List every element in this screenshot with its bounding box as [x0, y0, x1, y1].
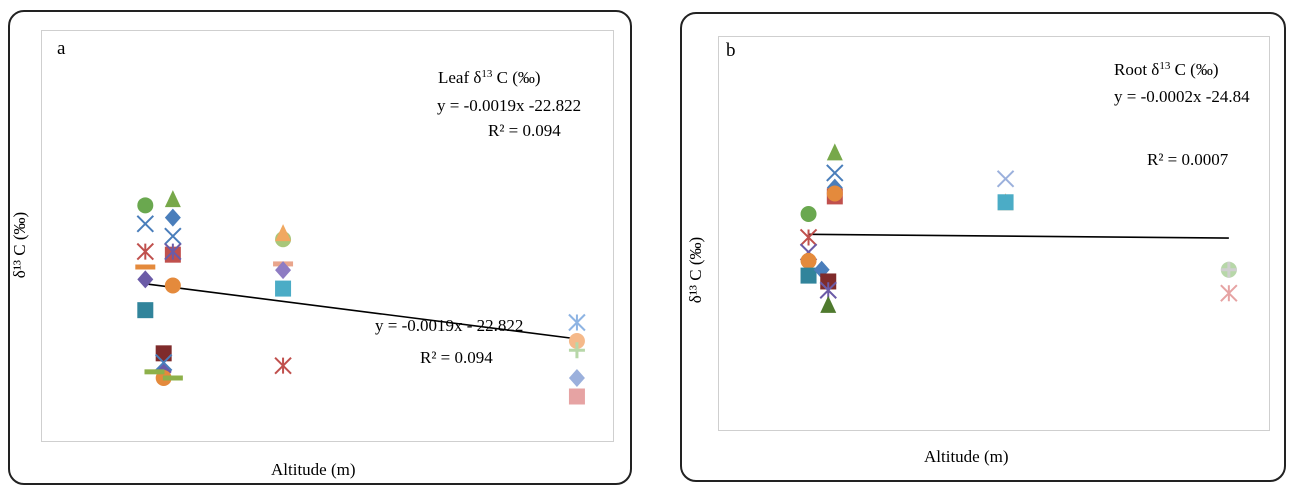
data-point-a-3: [136, 242, 155, 261]
data-point-a-23: [275, 280, 292, 297]
r-squared-a: R² = 0.094: [488, 121, 561, 140]
equation-a: y = -0.0019x -22.822: [437, 96, 582, 115]
data-point-a-27: [568, 342, 585, 359]
data-point-a-4: [135, 264, 156, 270]
data-point-a-10: [154, 353, 173, 372]
data-point-a-18: [164, 277, 181, 294]
data-point-b-10: [826, 143, 843, 161]
trend-r-squared-a: R² = 0.094: [420, 348, 493, 367]
data-point-b-9: [820, 295, 837, 313]
data-point-a-24: [274, 356, 292, 375]
data-point-b-1: [800, 206, 817, 222]
data-point-a-28: [568, 369, 585, 387]
data-point-a-13: [164, 190, 181, 208]
data-point-b-8: [819, 281, 837, 299]
data-point-a-29: [568, 388, 585, 405]
trendline-b: [808, 233, 1229, 239]
chart-panel-b: b Root δ13 C (‰) y = -0.0002x -24.84 R² …: [680, 12, 1286, 482]
data-point-a-17: [164, 242, 182, 261]
data-point-a-11: [144, 369, 165, 375]
trendline-a: [145, 283, 578, 340]
data-point-a-26: [568, 333, 585, 349]
data-point-a-15: [164, 227, 182, 245]
data-point-a-1: [137, 197, 154, 214]
data-point-b-20: [1220, 284, 1238, 302]
data-point-a-2: [136, 215, 155, 233]
scatter-plot-a: [135, 190, 586, 405]
x-axis-label-b: Altitude (m): [924, 447, 1009, 466]
data-point-b-17: [997, 194, 1014, 211]
data-point-a-5: [137, 270, 154, 289]
legend-title-b: Root δ13 C (‰): [1114, 60, 1219, 79]
data-point-a-22: [275, 261, 292, 280]
data-point-b-5: [800, 267, 817, 284]
data-point-a-25: [568, 313, 586, 332]
r-squared-b: R² = 0.0007: [1147, 150, 1229, 169]
plot-area-b: [718, 36, 1270, 431]
data-point-a-12: [162, 375, 183, 381]
data-point-b-2: [799, 228, 818, 247]
panel-label-a: a: [57, 38, 66, 59]
equation-b: y = -0.0002x -24.84: [1114, 87, 1250, 106]
legend-title-a: Leaf δ13 C (‰): [438, 68, 541, 87]
x-axis-label-a: Altitude (m): [271, 460, 356, 479]
data-point-a-6: [137, 302, 154, 319]
data-point-b-15: [996, 170, 1015, 188]
data-point-b-14: [826, 185, 843, 202]
scatter-plot-b: [799, 143, 1238, 313]
chart-panel-a: a Leaf δ13 C (‰) y = -0.0019x -22.822 R²…: [8, 10, 632, 485]
trend-equation-a: y = -0.0019x - 22.822: [375, 316, 524, 335]
data-point-b-4: [800, 252, 817, 269]
data-point-a-20: [275, 224, 292, 242]
data-point-a-7: [155, 345, 172, 362]
data-point-a-14: [164, 208, 181, 227]
panel-label-b: b: [726, 40, 736, 61]
data-point-b-19: [1220, 261, 1237, 278]
data-point-b-11: [826, 164, 844, 182]
plot-area-a: [41, 30, 614, 442]
